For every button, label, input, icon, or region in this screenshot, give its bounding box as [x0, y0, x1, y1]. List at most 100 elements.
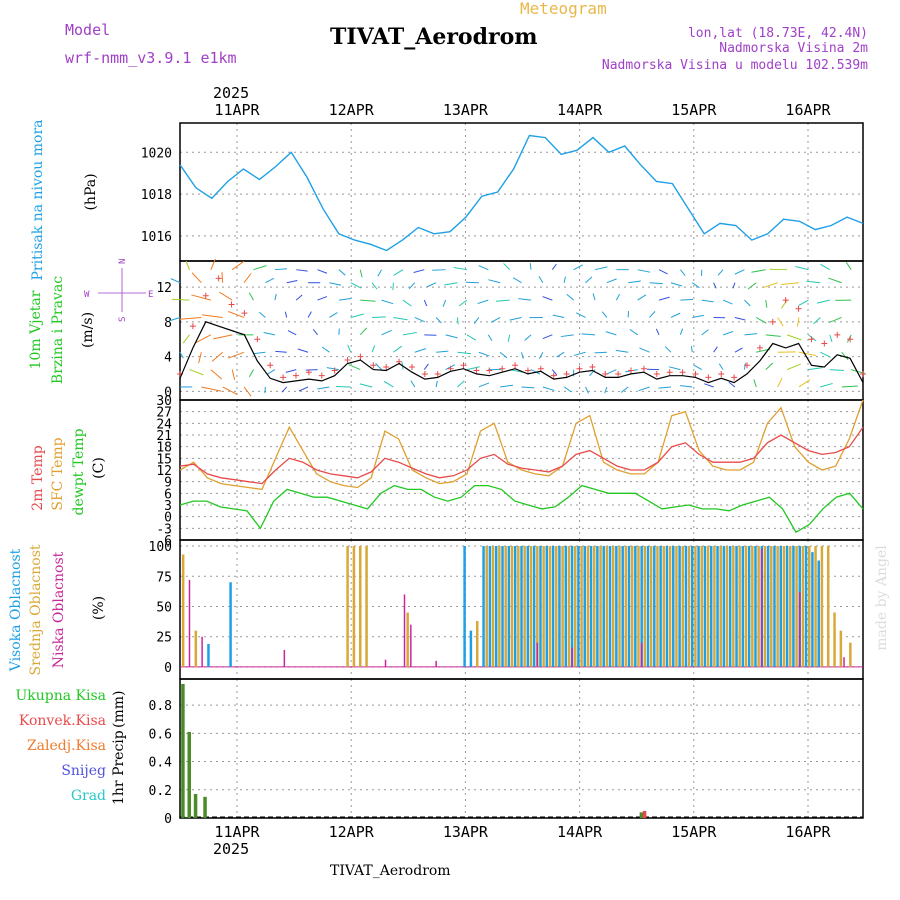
- wind-arrow: [820, 351, 831, 358]
- wind-arrow: [377, 269, 383, 277]
- gust-mark: [640, 365, 647, 372]
- gust-mark: [602, 370, 609, 377]
- wind-arrow: [305, 369, 318, 371]
- wind-arrow: [820, 263, 831, 271]
- gust-mark: [615, 370, 622, 377]
- wind-arrow: [781, 299, 788, 309]
- legend-total-rain: Ukupna Kisa: [15, 688, 106, 704]
- wind-arrow: [538, 276, 544, 283]
- wind-arrow: [179, 351, 184, 359]
- y-tick-label: 100: [149, 540, 172, 555]
- wind-arrow: [408, 282, 416, 290]
- y-tick-label: 0.8: [149, 699, 172, 714]
- gust-mark: [486, 367, 493, 374]
- wind-arrow: [615, 349, 629, 353]
- wind-arrow: [371, 345, 376, 353]
- cloud-ylabel-unit: (%): [91, 596, 107, 620]
- wind-arrow: [690, 345, 693, 353]
- cloud-y-ticks: 0 25 50 75 100: [149, 540, 172, 676]
- wind-arrow: [170, 278, 181, 284]
- top-day-label: 13APR: [443, 101, 489, 119]
- gust-mark: [628, 367, 635, 374]
- y-tick-label: 12: [156, 464, 172, 479]
- gust-mark: [499, 365, 506, 372]
- pressure-series-line: [179, 134, 864, 252]
- total-rain-bar: [203, 796, 207, 818]
- wind-arrow: [551, 263, 557, 270]
- 2m-temp-line: [179, 426, 864, 485]
- compass-s: S: [118, 317, 128, 322]
- wind-arrow: [350, 282, 362, 289]
- gust-mark: [692, 370, 699, 377]
- wind-arrow: [680, 269, 686, 276]
- panel-frame: [179, 260, 864, 401]
- wind-arrow: [243, 386, 252, 397]
- y-tick-label: 30: [156, 394, 172, 409]
- wind-arrow: [213, 334, 233, 340]
- wind-arrow: [456, 317, 459, 325]
- wind-arrow: [478, 351, 490, 357]
- wind-compass: N S W E: [84, 259, 153, 322]
- wind-arrow: [664, 346, 672, 353]
- gust-mark: [666, 369, 673, 376]
- y-tick-label: 75: [156, 570, 172, 585]
- wind-arrow: [808, 334, 817, 342]
- gust-mark: [679, 369, 686, 376]
- wind-arrow: [507, 334, 511, 342]
- wind-arrow: [228, 351, 245, 359]
- pressure-y-ticks: 1016 1018 1020: [141, 146, 172, 245]
- wind-arrow: [444, 282, 458, 286]
- wind-arrow: [601, 311, 608, 318]
- y-tick-label: 0.6: [149, 727, 172, 742]
- wind-arrow: [841, 351, 849, 361]
- wind-speed-line: [179, 321, 864, 384]
- wind-arrow: [296, 269, 308, 272]
- wind-arrow: [231, 369, 236, 380]
- wind-arrow: [287, 330, 297, 336]
- wind-arrow: [637, 294, 647, 301]
- y-tick-label: 12: [156, 281, 172, 296]
- gust-mark: [769, 318, 776, 325]
- wind-arrow: [765, 300, 768, 308]
- chart-subtitle: Meteogram: [520, 0, 607, 18]
- wind-arrow: [372, 316, 386, 318]
- wind-arrow: [414, 317, 426, 323]
- compass-n: N: [118, 259, 128, 264]
- wind-arrow: [432, 269, 446, 271]
- wind-arrow: [692, 314, 704, 318]
- gust-mark: [434, 370, 441, 377]
- y-tick-label: 0: [164, 511, 172, 526]
- wind-arrow: [563, 386, 572, 393]
- wind-arrow: [722, 330, 734, 336]
- wind-arrow: [521, 352, 524, 359]
- wind-arrow: [604, 386, 608, 394]
- wind-arrow: [457, 380, 465, 388]
- wind-arrow: [243, 273, 252, 284]
- wind-arrow: [566, 294, 574, 301]
- gust-mark: [292, 372, 299, 379]
- wind-arrow: [210, 369, 223, 380]
- y-tick-label: 27: [156, 406, 172, 421]
- wind-arrow: [381, 329, 392, 336]
- wind-arrow: [744, 333, 758, 336]
- wind-arrow: [185, 260, 190, 270]
- wind-arrow: [191, 294, 211, 301]
- wind-arrow: [637, 269, 651, 273]
- panel-frame: [179, 678, 864, 819]
- bottom-day-label: 14APR: [557, 823, 603, 841]
- gust-mark: [782, 297, 789, 304]
- wind-arrow: [426, 282, 437, 288]
- wind-arrow: [786, 334, 802, 341]
- wind-arrow: [538, 351, 544, 359]
- gust-mark: [808, 336, 815, 343]
- wind-arrow: [495, 299, 510, 302]
- wind-arrow: [231, 260, 245, 271]
- wind-arrow: [829, 369, 844, 371]
- elevation-text: Nadmorska Visina 2m: [719, 41, 868, 56]
- gust-mark: [408, 363, 415, 370]
- gust-mark: [305, 369, 312, 376]
- wind-arrow: [360, 299, 376, 302]
- gust-mark: [756, 344, 763, 351]
- wind-arrow: [798, 351, 817, 356]
